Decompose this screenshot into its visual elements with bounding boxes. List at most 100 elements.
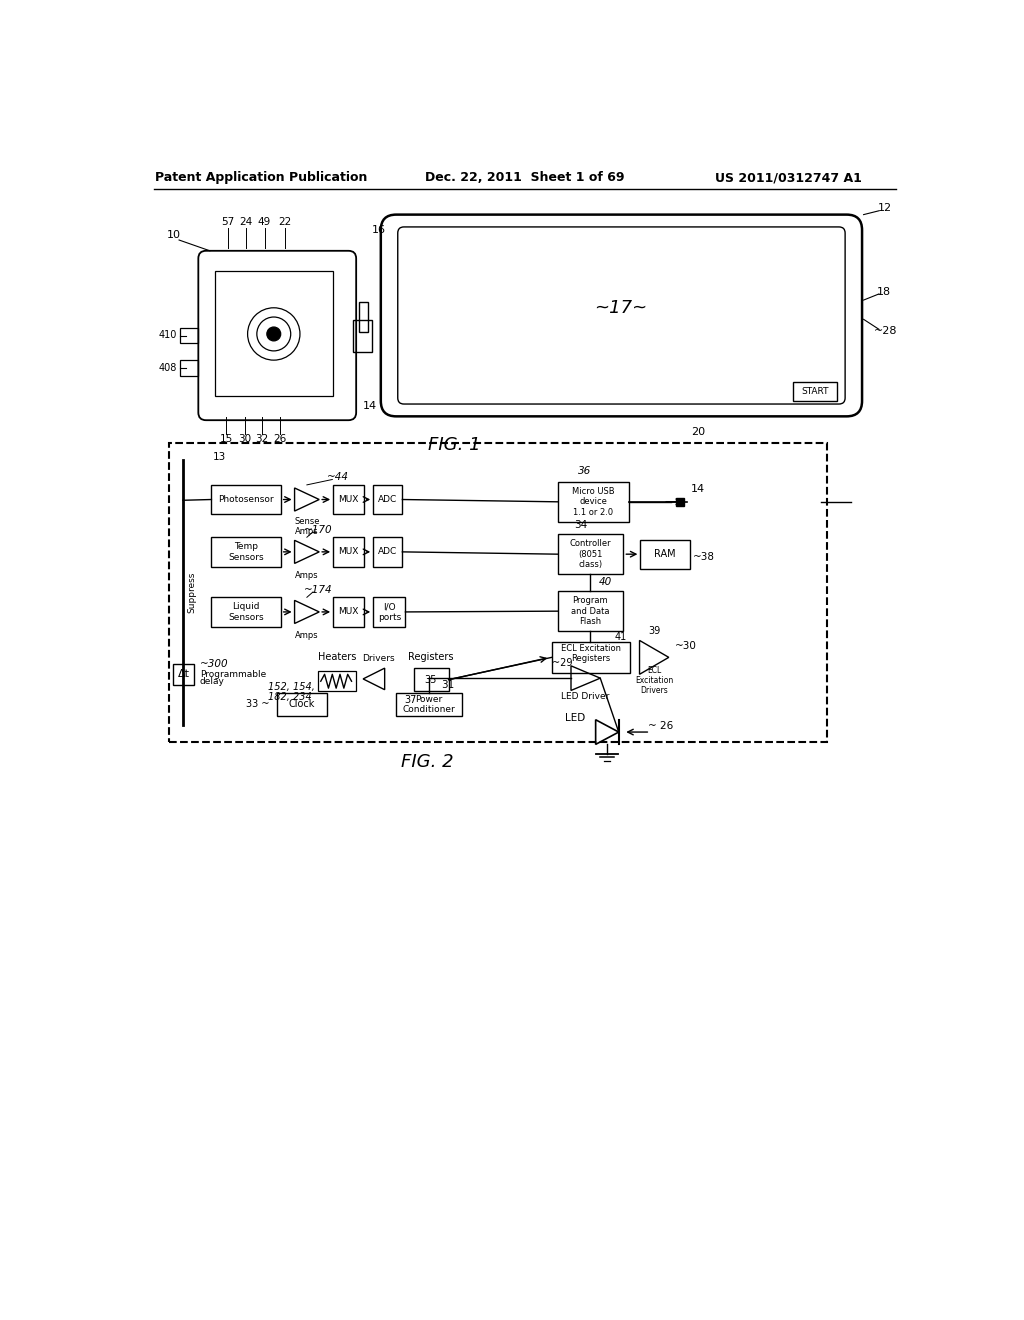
- Text: Controller
(8051
class): Controller (8051 class): [569, 540, 611, 569]
- Bar: [180, 327, 199, 343]
- Bar: [677, 498, 684, 506]
- Text: ~44: ~44: [327, 473, 349, 482]
- Text: Suppress: Suppress: [187, 572, 197, 614]
- Text: 14: 14: [691, 484, 706, 495]
- Text: Temp
Sensors: Temp Sensors: [228, 543, 264, 561]
- Text: ~30: ~30: [675, 640, 696, 651]
- Text: Dec. 22, 2011  Sheet 1 of 69: Dec. 22, 2011 Sheet 1 of 69: [425, 172, 625, 185]
- Text: Heaters: Heaters: [317, 652, 356, 663]
- Text: 410: 410: [159, 330, 177, 341]
- Bar: [373, 598, 406, 627]
- Text: START: START: [802, 387, 828, 396]
- Bar: [276, 693, 327, 715]
- Bar: [211, 484, 281, 515]
- Text: 57: 57: [221, 216, 234, 227]
- Text: Clock: Clock: [289, 700, 314, 709]
- Bar: [180, 360, 199, 376]
- Text: LED: LED: [565, 713, 586, 723]
- Bar: [414, 668, 449, 692]
- Text: ~ 26: ~ 26: [648, 721, 673, 731]
- Bar: [353, 321, 372, 352]
- Text: FIG. 2: FIG. 2: [400, 754, 454, 771]
- Text: ~17~: ~17~: [594, 298, 647, 317]
- Text: ~300: ~300: [200, 659, 228, 668]
- Text: ~29: ~29: [552, 657, 572, 668]
- Bar: [558, 482, 629, 521]
- Bar: [552, 642, 631, 673]
- Text: 26: 26: [273, 434, 287, 445]
- Text: 20: 20: [691, 426, 706, 437]
- Bar: [558, 535, 624, 574]
- Bar: [333, 598, 364, 627]
- Text: Drivers: Drivers: [362, 655, 395, 664]
- Text: Sense
Amps: Sense Amps: [294, 516, 319, 536]
- Text: RAM: RAM: [654, 549, 676, 560]
- Text: 32: 32: [256, 434, 269, 445]
- Text: ~174: ~174: [304, 585, 333, 594]
- Bar: [396, 693, 462, 715]
- Bar: [640, 540, 690, 569]
- Bar: [359, 302, 369, 333]
- Text: 49: 49: [258, 216, 271, 227]
- Bar: [169, 444, 827, 742]
- Text: 152, 154,: 152, 154,: [267, 681, 314, 692]
- Text: 40: 40: [599, 577, 612, 587]
- Text: 33 ~: 33 ~: [246, 700, 269, 709]
- Text: 14: 14: [362, 401, 377, 412]
- Bar: [373, 537, 402, 566]
- Text: 37: 37: [403, 696, 417, 705]
- Text: Liquid
Sensors: Liquid Sensors: [228, 602, 264, 622]
- Text: 34: 34: [574, 520, 588, 529]
- Text: Photosensor: Photosensor: [218, 495, 273, 504]
- Text: ~28: ~28: [873, 326, 897, 335]
- Text: ~38: ~38: [693, 552, 715, 562]
- Text: Amps: Amps: [295, 631, 318, 640]
- Text: Registers: Registers: [409, 652, 454, 663]
- Text: 41: 41: [615, 632, 627, 643]
- Text: 39: 39: [648, 626, 660, 636]
- Bar: [215, 271, 333, 396]
- Text: LED Driver: LED Driver: [561, 692, 610, 701]
- Bar: [317, 671, 356, 692]
- Text: 36: 36: [579, 466, 592, 477]
- Text: 22: 22: [278, 216, 291, 227]
- Text: ECL Excitation
Registers: ECL Excitation Registers: [561, 644, 621, 663]
- Bar: [173, 664, 195, 685]
- Text: Patent Application Publication: Patent Application Publication: [156, 172, 368, 185]
- Text: Program
and Data
Flash: Program and Data Flash: [571, 597, 609, 626]
- Bar: [373, 484, 402, 515]
- Text: Δt: Δt: [178, 669, 189, 680]
- Text: Micro USB
device
1.1 or 2.0: Micro USB device 1.1 or 2.0: [572, 487, 614, 516]
- Text: 13: 13: [213, 453, 226, 462]
- Text: 18: 18: [877, 288, 891, 297]
- Bar: [558, 591, 624, 631]
- Text: Amps: Amps: [295, 572, 318, 581]
- Text: 15: 15: [219, 434, 232, 445]
- Text: 31: 31: [441, 680, 455, 690]
- Bar: [211, 598, 281, 627]
- Text: MUX: MUX: [338, 495, 358, 504]
- Text: US 2011/0312747 A1: US 2011/0312747 A1: [715, 172, 861, 185]
- Bar: [211, 537, 281, 566]
- Text: ADC: ADC: [378, 548, 397, 556]
- Text: ADC: ADC: [378, 495, 397, 504]
- Text: delay: delay: [200, 677, 224, 686]
- Text: MUX: MUX: [338, 607, 358, 616]
- Text: ECL
Excitation
Drivers: ECL Excitation Drivers: [635, 665, 674, 696]
- Text: 16: 16: [372, 224, 385, 235]
- Bar: [333, 537, 364, 566]
- Text: I/O
ports: I/O ports: [378, 602, 401, 622]
- Text: ~170: ~170: [304, 524, 333, 535]
- Bar: [333, 484, 364, 515]
- Circle shape: [267, 327, 281, 341]
- Text: 12: 12: [879, 203, 892, 214]
- Text: 35: 35: [425, 675, 437, 685]
- Text: MUX: MUX: [338, 548, 358, 556]
- Text: Power
Conditioner: Power Conditioner: [402, 694, 455, 714]
- Text: FIG. 1: FIG. 1: [428, 436, 480, 454]
- Text: Programmable: Programmable: [200, 669, 266, 678]
- Text: 182, 234: 182, 234: [267, 693, 311, 702]
- Text: 24: 24: [240, 216, 253, 227]
- Bar: [793, 383, 838, 401]
- Text: 10: 10: [167, 231, 180, 240]
